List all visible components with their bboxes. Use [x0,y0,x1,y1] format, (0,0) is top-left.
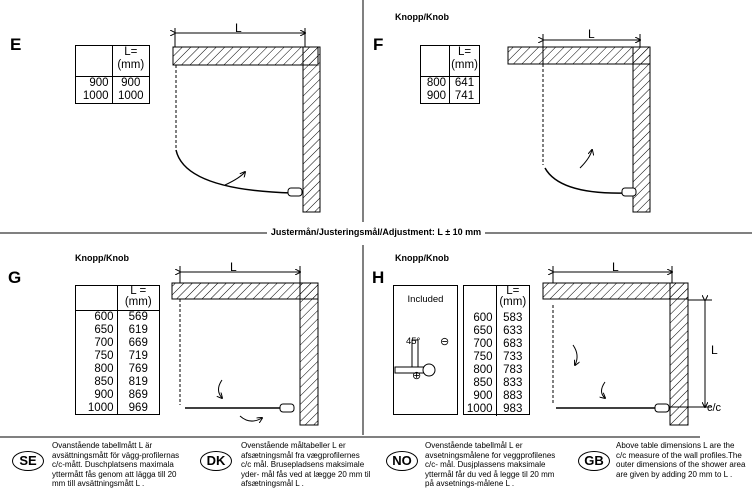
table-row: 850 833 [464,377,529,390]
dimension-l-vertical-label: L [711,343,718,357]
lang-badge-dk: DK [200,451,232,471]
angle-label: 45° [406,336,421,347]
table-row: 750 733 [464,351,529,364]
diagram-h [394,266,712,426]
table-row: 650 619 [76,324,159,337]
table-cell: 719 [128,350,148,362]
table-cell: 750 [76,350,118,363]
table-cell: 1000 [464,403,497,416]
table-cell: 700 [464,338,497,351]
table-cell: 600 [76,311,118,324]
panel-e-letter: E [10,35,22,54]
table-row: 650 633 [464,325,529,338]
table-cell: 741 [454,90,475,102]
lang-badge-se: SE [12,451,44,471]
table-row: 800 783 [464,364,529,377]
table-cell: 600 [464,312,497,325]
table-header: L = (mm) [124,285,152,308]
panel-f-table: L= (mm) 800 641 900 741 [420,45,480,104]
table-row: 700 669 [76,337,159,350]
table-cell: 833 [503,377,523,389]
dimension-l-label: L [235,21,242,35]
lang-badge-no: NO [386,451,418,471]
adjustment-text: Justermån/Justeringsmål/Adjustment: L ± … [266,227,486,237]
included-label: Included [407,294,444,305]
table-cell: 750 [464,351,497,364]
table-cell: 983 [503,403,523,415]
diagram-f [507,34,651,213]
table-header: L= (mm) [499,285,527,308]
table-cell: 1000 [76,90,113,103]
lang-badge-gb: GB [578,451,610,471]
table-cell: 969 [128,402,148,414]
panel-h-knob-label: Knopp/Knob [395,253,449,263]
table-cell: 800 [464,364,497,377]
panel-f-knob-label: Knopp/Knob [395,12,449,22]
table-cell: 569 [128,311,148,323]
panel-h-table: L= (mm) 600 583 650 633 700 683 750 733 800 783 85… [463,285,530,416]
table-cell: 800 [421,77,450,90]
table-cell: 783 [503,364,523,376]
plus-icon: ⊕ [412,370,422,382]
table-cell: 650 [464,325,497,338]
table-cell: 869 [128,389,148,401]
adjustment-title: Justermån/Justeringsmål/Adjustment: L ± … [0,227,752,237]
table-cell: 583 [503,312,523,324]
table-row: 900 883 [464,390,529,403]
panel-g-table: L = (mm) 600 569 650 619 700 669 750 719 800 769 8… [75,285,160,415]
table-cell: 641 [454,77,475,89]
table-row: 1000 969 [76,402,159,415]
table-cell: 900 [76,389,118,402]
table-cell: 769 [128,363,148,375]
table-header: L= (mm) [451,46,478,71]
panel-e-table: L= (mm) 900 900 1000 1000 [75,45,150,104]
diagram-g [171,266,319,426]
panel-g-letter: G [8,268,22,287]
panel-f-letter: F [373,35,384,54]
dimension-l-label: L [588,27,595,41]
table-row: 1000 983 [464,403,529,416]
table-row: 700 683 [464,338,529,351]
note-gb: Above table dimensions L are the c/c mea… [616,441,746,479]
table-row: 800 769 [76,363,159,376]
table-cell: 800 [76,363,118,376]
table-cell: 633 [503,325,523,337]
table-cell: 683 [503,338,523,350]
cc-label: c/c [707,402,722,414]
table-row: 600 569 [76,311,159,324]
table-cell: 1000 [76,402,118,415]
table-cell: 650 [76,324,118,337]
table-cell: 733 [503,351,523,363]
minus-icon: ⊖ [440,336,450,348]
dimension-l-label: L [230,260,237,274]
table-cell: 819 [128,376,148,388]
included-fitting-box: Included 45° ⊖ ⊕ [393,285,458,415]
table-cell: 900 [76,77,113,90]
table-cell: 619 [128,324,148,336]
dimension-l-label: L [612,260,619,274]
table-cell: 669 [128,337,148,349]
table-cell: 700 [76,337,118,350]
table-cell: 900 [464,390,497,403]
table-row: 750 719 [76,350,159,363]
table-cell: 850 [76,376,118,389]
table-header: L= (mm) [117,46,145,71]
table-row: 900 869 [76,389,159,402]
panel-h-letter: H [372,268,385,287]
table-cell: 850 [464,377,497,390]
note-no: Ovenstående tabellmål L er avsetningsmål… [425,441,556,488]
table-cell: 883 [503,390,523,402]
table-row: 600 583 [464,312,529,325]
panel-g-knob-label: Knopp/Knob [75,253,129,263]
table-row: 850 819 [76,376,159,389]
table-cell: 900 [421,90,450,103]
table-cell: 900 [121,77,141,89]
note-se: Ovanstående tabellmått L är avsättningsm… [52,441,180,488]
diagram-e [173,28,321,213]
table-cell: 1000 [117,90,144,102]
note-dk: Ovenstående måltabeller L er afsætningsm… [241,441,371,488]
